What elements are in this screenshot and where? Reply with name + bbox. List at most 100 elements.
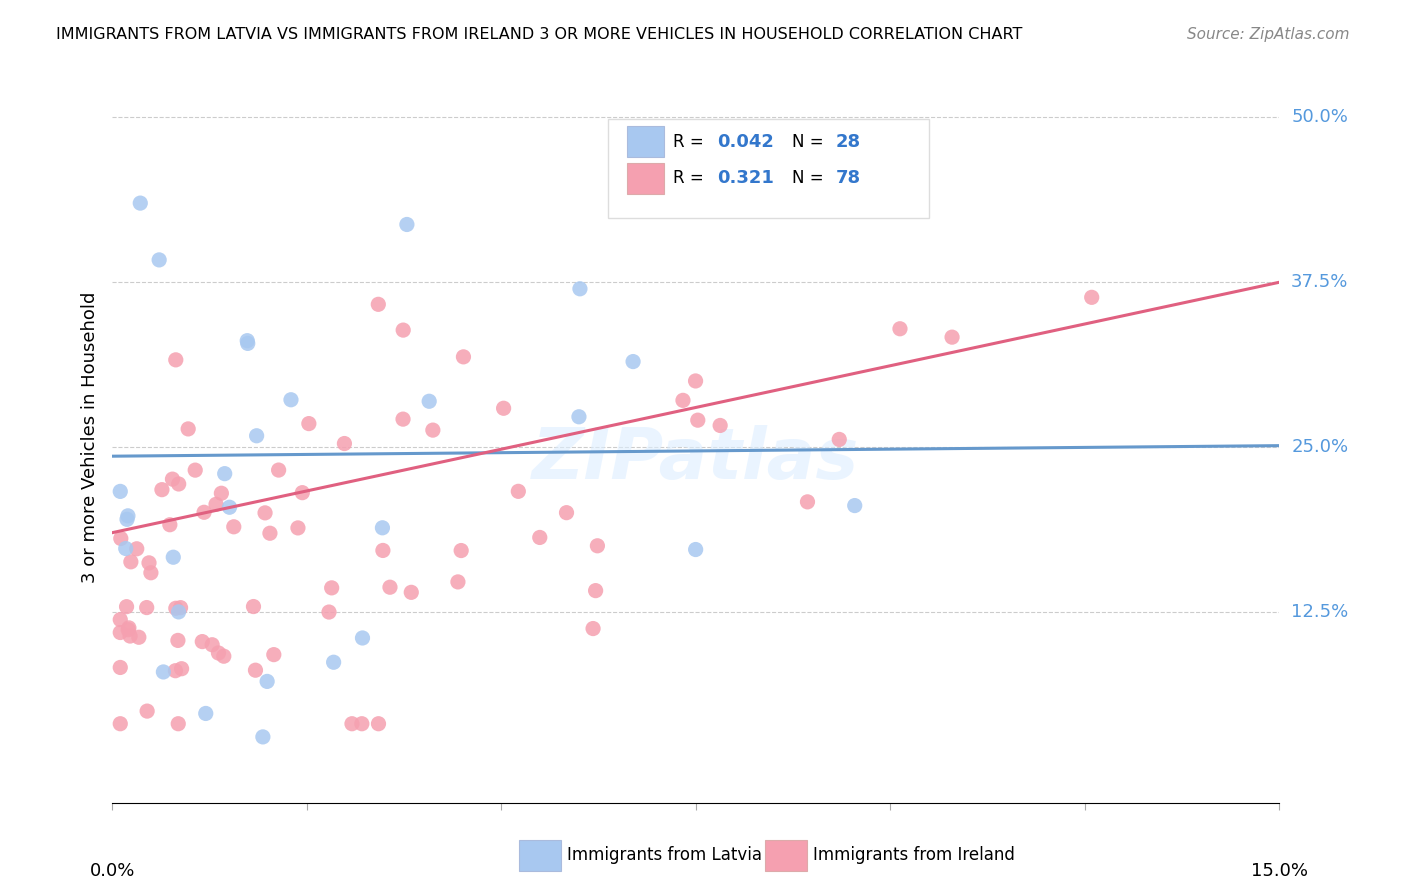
Point xyxy=(117,623,139,637)
Point xyxy=(245,663,267,677)
Point xyxy=(150,483,173,497)
Point xyxy=(321,581,343,595)
Point xyxy=(492,401,515,416)
Point xyxy=(844,499,866,513)
Point xyxy=(184,463,207,477)
Point xyxy=(395,218,418,232)
Point xyxy=(453,350,475,364)
FancyBboxPatch shape xyxy=(609,119,929,218)
Point xyxy=(218,500,240,515)
Point xyxy=(242,599,264,614)
Text: IMMIGRANTS FROM LATVIA VS IMMIGRANTS FROM IRELAND 3 OR MORE VEHICLES IN HOUSEHOL: IMMIGRANTS FROM LATVIA VS IMMIGRANTS FRO… xyxy=(56,27,1022,42)
Point xyxy=(568,282,591,296)
Point xyxy=(165,664,187,678)
Point xyxy=(165,601,187,615)
Point xyxy=(941,330,963,344)
Point xyxy=(167,605,190,619)
Point xyxy=(256,674,278,689)
Point xyxy=(685,374,707,388)
Point xyxy=(267,463,290,477)
Point xyxy=(367,297,389,311)
Point xyxy=(340,716,363,731)
Point xyxy=(222,520,245,534)
Point xyxy=(110,716,132,731)
Point xyxy=(120,629,142,643)
Text: 28: 28 xyxy=(837,133,860,151)
Point xyxy=(120,555,142,569)
Point xyxy=(169,600,191,615)
Point xyxy=(167,477,190,491)
Point xyxy=(796,495,818,509)
Text: 0.0%: 0.0% xyxy=(90,862,135,880)
Point xyxy=(259,526,281,541)
Point xyxy=(263,648,285,662)
Point xyxy=(118,621,141,635)
Point xyxy=(117,508,139,523)
Point xyxy=(401,585,423,599)
Point xyxy=(136,704,159,718)
Text: 0.321: 0.321 xyxy=(717,169,773,187)
Text: ZIPatlas: ZIPatlas xyxy=(533,425,859,493)
Point xyxy=(207,646,229,660)
Point xyxy=(138,556,160,570)
Point xyxy=(252,730,274,744)
Point xyxy=(586,539,609,553)
Point xyxy=(212,649,235,664)
Point xyxy=(686,413,709,427)
Point xyxy=(418,394,440,409)
Point xyxy=(165,352,187,367)
Text: 12.5%: 12.5% xyxy=(1291,603,1348,621)
Point xyxy=(115,512,138,526)
Point xyxy=(889,322,911,336)
Point xyxy=(350,716,373,731)
Point xyxy=(162,550,184,565)
Point xyxy=(193,505,215,519)
Point xyxy=(672,393,695,408)
Text: 25.0%: 25.0% xyxy=(1291,438,1348,456)
Point xyxy=(129,196,152,211)
Point xyxy=(582,622,605,636)
Point xyxy=(139,566,162,580)
Point xyxy=(287,521,309,535)
FancyBboxPatch shape xyxy=(627,126,665,157)
Point xyxy=(585,583,607,598)
Point xyxy=(152,665,174,679)
Point xyxy=(568,409,591,424)
Point xyxy=(392,323,415,337)
Point xyxy=(392,412,415,426)
Point xyxy=(318,605,340,619)
Point xyxy=(209,486,232,500)
Point xyxy=(135,600,157,615)
Y-axis label: 3 or more Vehicles in Household: 3 or more Vehicles in Household xyxy=(80,292,98,582)
Point xyxy=(194,706,217,721)
Text: Immigrants from Latvia: Immigrants from Latvia xyxy=(567,847,762,864)
Point xyxy=(555,506,578,520)
Point xyxy=(170,662,193,676)
Point xyxy=(371,543,394,558)
Text: 78: 78 xyxy=(837,169,860,187)
Point xyxy=(371,521,394,535)
Point xyxy=(110,532,132,546)
Point xyxy=(128,630,150,644)
Point xyxy=(685,542,707,557)
Point xyxy=(246,429,269,443)
FancyBboxPatch shape xyxy=(627,162,665,194)
Point xyxy=(322,655,344,669)
Text: 0.042: 0.042 xyxy=(717,133,773,151)
Point xyxy=(291,485,314,500)
Text: R =: R = xyxy=(672,169,709,187)
Point xyxy=(214,467,236,481)
Point xyxy=(298,417,321,431)
Text: 37.5%: 37.5% xyxy=(1291,273,1348,291)
Point xyxy=(529,531,551,545)
Point xyxy=(162,472,184,486)
Point xyxy=(236,334,259,348)
Point xyxy=(159,517,181,532)
Point xyxy=(422,423,444,437)
Point xyxy=(352,631,374,645)
Point xyxy=(447,574,470,589)
Point xyxy=(177,422,200,436)
Point xyxy=(115,599,138,614)
Point xyxy=(236,336,259,351)
Point xyxy=(378,580,401,594)
